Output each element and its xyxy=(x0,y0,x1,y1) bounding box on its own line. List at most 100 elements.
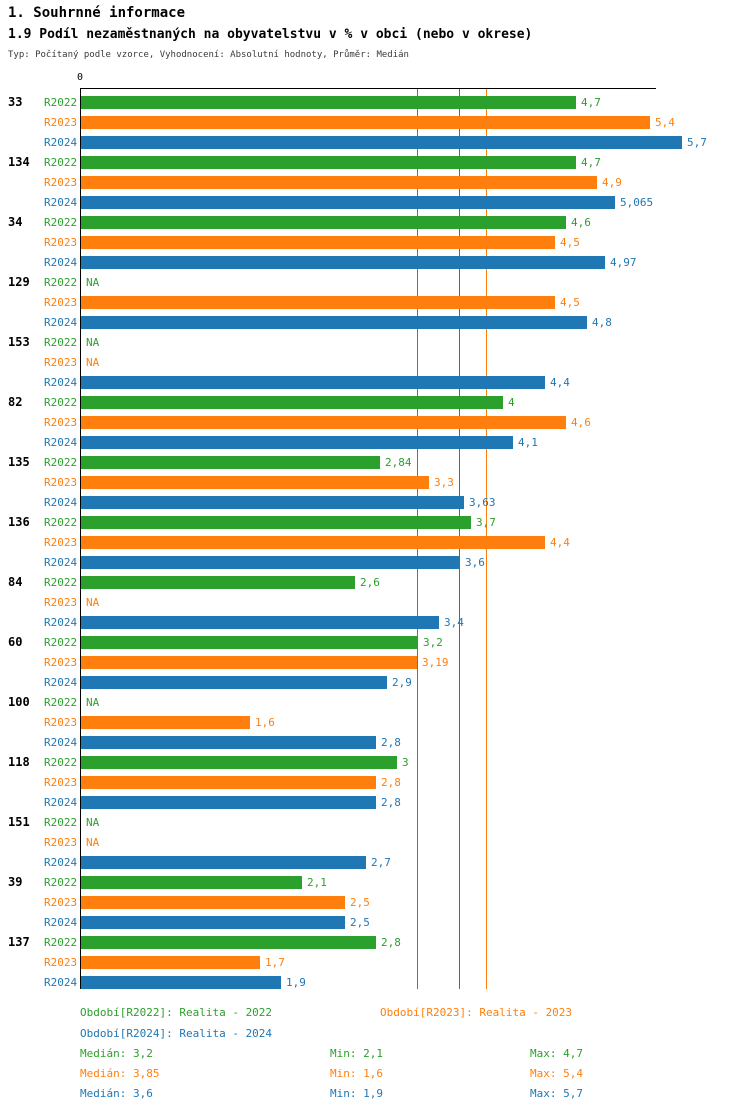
series-label: R2022 xyxy=(44,636,78,649)
series-label: R2024 xyxy=(44,376,78,389)
report-section-title: 1. Souhrnné informace xyxy=(8,5,186,21)
bar-value-label: 2,9 xyxy=(392,676,412,689)
legend-item-r2023: Období[R2023]: Realita - 2023 xyxy=(380,1006,573,1019)
bar-value-label: NA xyxy=(86,336,100,349)
bar-value-label: 4,4 xyxy=(550,376,570,389)
bar-r2022 xyxy=(81,396,503,409)
bar-value-label: 1,6 xyxy=(255,716,275,729)
bar-r2022 xyxy=(81,156,576,169)
bar-r2024 xyxy=(81,256,605,269)
bar-r2023 xyxy=(81,776,376,789)
bar-value-label: 3 xyxy=(402,756,409,769)
bar-value-label: 2,8 xyxy=(381,776,401,789)
bar-value-label: 2,5 xyxy=(350,896,370,909)
bar-value-label: NA xyxy=(86,836,100,849)
series-label: R2023 xyxy=(44,356,78,369)
series-label: R2024 xyxy=(44,136,78,149)
bar-r2024 xyxy=(81,736,376,749)
legend-item-r2024: Období[R2024]: Realita - 2024 xyxy=(80,1027,273,1040)
bar-r2023 xyxy=(81,536,545,549)
series-label: R2023 xyxy=(44,896,78,909)
series-label: R2023 xyxy=(44,536,78,549)
series-label: R2024 xyxy=(44,556,78,569)
bar-value-label: 2,8 xyxy=(381,796,401,809)
group-label: 137 xyxy=(8,935,30,949)
group-label: 136 xyxy=(8,515,30,529)
bar-value-label: 4,7 xyxy=(581,96,601,109)
bar-value-label: 4,6 xyxy=(571,216,591,229)
bar-value-label: 3,6 xyxy=(465,556,485,569)
series-label: R2023 xyxy=(44,476,78,489)
bar-value-label: 4 xyxy=(508,396,515,409)
group-label: 151 xyxy=(8,815,30,829)
bar-r2024 xyxy=(81,856,366,869)
bar-r2023 xyxy=(81,956,260,969)
bar-value-label: 1,9 xyxy=(286,976,306,989)
stat-min-r2022: Min: 2,1 xyxy=(330,1047,383,1060)
group-label: 135 xyxy=(8,455,30,469)
stat-min-r2023: Min: 1,6 xyxy=(330,1067,383,1080)
stat-median-r2024: Medián: 3,6 xyxy=(80,1087,153,1100)
bar-r2024 xyxy=(81,976,281,989)
series-label: R2024 xyxy=(44,856,78,869)
stat-median-r2023: Medián: 3,85 xyxy=(80,1067,160,1080)
bar-value-label: NA xyxy=(86,816,100,829)
bar-value-label: NA xyxy=(86,596,100,609)
bar-r2022 xyxy=(81,576,355,589)
bar-value-label: 4,1 xyxy=(518,436,538,449)
bar-r2023 xyxy=(81,236,555,249)
bar-r2022 xyxy=(81,216,566,229)
bar-value-label: 3,7 xyxy=(476,516,496,529)
bar-value-label: 3,63 xyxy=(469,496,496,509)
bar-r2024 xyxy=(81,796,376,809)
bar-r2022 xyxy=(81,636,418,649)
bar-value-label: 3,19 xyxy=(422,656,449,669)
series-label: R2023 xyxy=(44,176,78,189)
bar-r2023 xyxy=(81,896,345,909)
series-label: R2024 xyxy=(44,916,78,929)
bar-r2023 xyxy=(81,656,417,669)
bar-r2022 xyxy=(81,936,376,949)
bar-value-label: 2,84 xyxy=(385,456,412,469)
series-label: R2024 xyxy=(44,976,78,989)
stat-max-r2023: Max: 5,4 xyxy=(530,1067,583,1080)
bar-value-label: 3,4 xyxy=(444,616,464,629)
series-label: R2022 xyxy=(44,156,78,169)
bar-r2024 xyxy=(81,376,545,389)
bar-r2024 xyxy=(81,316,587,329)
bar-r2022 xyxy=(81,756,397,769)
bar-value-label: 2,1 xyxy=(307,876,327,889)
bar-r2023 xyxy=(81,296,555,309)
series-label: R2023 xyxy=(44,296,78,309)
chart-meta: Typ: Počítaný podle vzorce, Vyhodnocení:… xyxy=(8,50,409,60)
bar-value-label: 4,8 xyxy=(592,316,612,329)
bar-value-label: 2,6 xyxy=(360,576,380,589)
group-label: 129 xyxy=(8,275,30,289)
bar-value-label: 5,065 xyxy=(620,196,654,209)
series-label: R2023 xyxy=(44,836,78,849)
bar-value-label: NA xyxy=(86,696,100,709)
series-label: R2023 xyxy=(44,236,78,249)
bar-r2022 xyxy=(81,876,302,889)
bar-value-label: 4,4 xyxy=(550,536,570,549)
bar-value-label: 2,7 xyxy=(371,856,391,869)
bar-r2024 xyxy=(81,496,464,509)
group-label: 34 xyxy=(8,215,23,229)
legend-item-r2022: Období[R2022]: Realita - 2022 xyxy=(80,1006,273,1019)
series-label: R2022 xyxy=(44,816,78,829)
bar-value-label: 2,5 xyxy=(350,916,370,929)
series-label: R2023 xyxy=(44,416,78,429)
bar-r2024 xyxy=(81,196,615,209)
series-label: R2024 xyxy=(44,436,78,449)
series-label: R2022 xyxy=(44,696,78,709)
series-label: R2022 xyxy=(44,396,78,409)
chart-title: 1.9 Podíl nezaměstnaných na obyvatelstvu… xyxy=(8,27,533,42)
y-axis-line xyxy=(80,88,81,989)
series-label: R2022 xyxy=(44,876,78,889)
series-label: R2024 xyxy=(44,736,78,749)
series-label: R2024 xyxy=(44,196,78,209)
